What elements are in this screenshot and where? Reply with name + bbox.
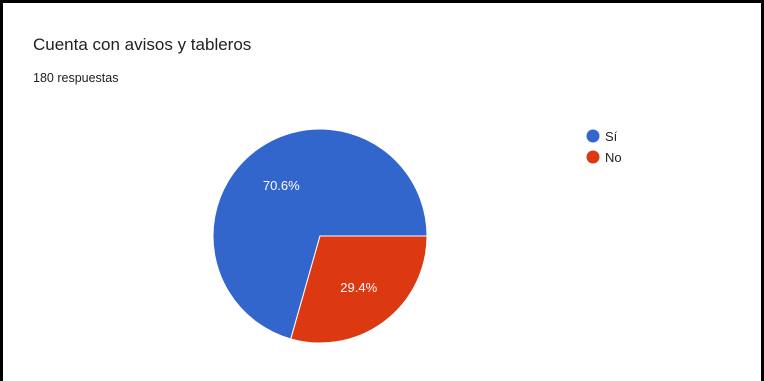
pie-slice-no: [290, 235, 428, 344]
chart-title: Cuenta con avisos y tableros: [33, 35, 252, 54]
slice-percent-label: 70.6%: [263, 178, 300, 193]
legend-swatch: [586, 129, 600, 143]
pie-slice-si: [212, 128, 428, 340]
response-count: 180 respuestas: [33, 71, 119, 85]
pie-slices: [212, 128, 428, 344]
legend-label: No: [605, 150, 622, 165]
pie-slice-labels: 70.6% 29.4%: [263, 178, 378, 295]
legend-label: Sí: [605, 129, 618, 144]
slice-percent-label: 29.4%: [340, 280, 377, 295]
legend-swatch: [586, 150, 600, 164]
chart-legend: Sí No: [586, 129, 622, 165]
